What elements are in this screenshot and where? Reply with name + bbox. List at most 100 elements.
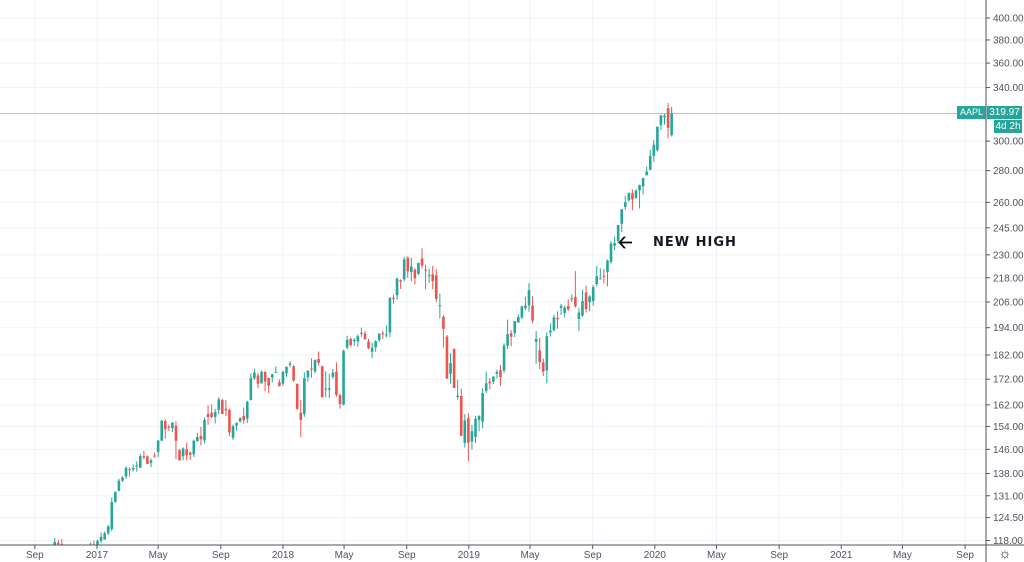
candle: [110, 497, 114, 532]
x-tick-label: Sep: [584, 550, 602, 561]
candle-body: [502, 345, 506, 371]
candle-body: [281, 371, 285, 384]
candle-body: [459, 395, 463, 436]
candle-body: [117, 480, 121, 491]
candle-body: [167, 426, 171, 428]
candle-body: [188, 452, 192, 455]
candle-body: [221, 400, 224, 414]
candle: [281, 370, 285, 386]
candle-body: [381, 333, 385, 335]
candle-body: [406, 257, 410, 272]
candle-body: [467, 418, 470, 443]
candle: [238, 417, 242, 423]
candle: [231, 424, 235, 441]
candle: [210, 404, 213, 419]
candle: [584, 285, 588, 313]
candle: [367, 338, 370, 350]
candle: [549, 323, 552, 337]
candle: [524, 296, 527, 310]
candle-body: [452, 349, 456, 389]
candle: [249, 373, 253, 401]
y-tick-label: 131.00: [993, 491, 1024, 502]
candle: [381, 330, 385, 339]
candle-body: [541, 362, 545, 372]
candle-body: [331, 372, 335, 377]
time-axis[interactable]: Sep 2017 May Sep 2018 May Sep 2019 May Sep 2020 May…: [26, 545, 974, 561]
price-axis[interactable]: 400.00 380.00 360.00 340.00 300.00 280.00 260.…: [986, 14, 1024, 547]
candle-body: [438, 305, 442, 307]
candle-body: [506, 334, 509, 346]
candle: [224, 399, 228, 417]
candle: [331, 368, 335, 379]
candle: [417, 262, 420, 276]
candle: [670, 106, 673, 137]
candle-body: [288, 363, 292, 365]
candle-body: [106, 526, 110, 534]
candle: [171, 422, 174, 433]
candle: [627, 192, 631, 202]
candle: [431, 265, 435, 290]
candle-body: [114, 492, 117, 503]
candle-body: [199, 436, 203, 440]
candle-body: [666, 108, 670, 128]
y-tick-label: 118.00: [993, 536, 1023, 547]
candle-body: [531, 305, 534, 321]
candle-body: [270, 374, 274, 378]
candle: [623, 195, 627, 210]
candle: [352, 338, 356, 346]
gear-icon[interactable]: ☼: [998, 545, 1012, 561]
candle: [631, 189, 634, 211]
candle-body: [224, 408, 228, 411]
candle-body: [527, 290, 531, 306]
y-tick-label: 260.00: [993, 198, 1024, 209]
candle-body: [253, 372, 256, 379]
candle-body: [410, 266, 413, 273]
candle: [616, 224, 620, 244]
candle: [410, 257, 413, 282]
candle: [156, 439, 160, 458]
candle: [163, 419, 167, 439]
candle: [659, 115, 663, 130]
candle: [310, 358, 313, 378]
candle: [492, 375, 495, 385]
candle: [313, 359, 317, 374]
candle-body: [356, 336, 360, 342]
y-tick-label: 162.00: [993, 400, 1024, 411]
y-tick-label: 218.00: [993, 273, 1024, 284]
candle: [402, 256, 406, 282]
candle: [420, 248, 424, 269]
candle: [324, 371, 328, 398]
candle: [106, 524, 110, 536]
candle-body: [449, 363, 452, 374]
candle: [484, 371, 488, 394]
candle: [545, 332, 549, 384]
candle: [117, 478, 121, 492]
candle: [474, 415, 477, 443]
candle-body: [335, 371, 338, 396]
candle-body: [306, 370, 310, 378]
new-high-annotation[interactable]: 🡠 NEW HIGH: [618, 233, 737, 251]
candle: [213, 408, 217, 424]
candle-body: [492, 376, 495, 382]
candle-body: [135, 465, 139, 467]
candle: [442, 314, 445, 348]
candle: [534, 331, 538, 364]
candle: [648, 149, 652, 171]
candle: [245, 400, 249, 423]
candle: [128, 467, 131, 477]
candle: [477, 415, 481, 432]
candle: [185, 442, 188, 461]
candle: [413, 268, 417, 285]
candle-body: [160, 420, 163, 441]
candle: [299, 399, 303, 438]
candle: [121, 476, 124, 482]
candle: [438, 293, 442, 319]
candle-body: [156, 440, 160, 453]
candle-body: [442, 316, 445, 329]
candle: [509, 330, 513, 347]
candle-body: [174, 425, 178, 441]
candle: [606, 259, 609, 287]
candle-body: [509, 333, 513, 337]
x-tick-label: 2019: [458, 550, 481, 561]
